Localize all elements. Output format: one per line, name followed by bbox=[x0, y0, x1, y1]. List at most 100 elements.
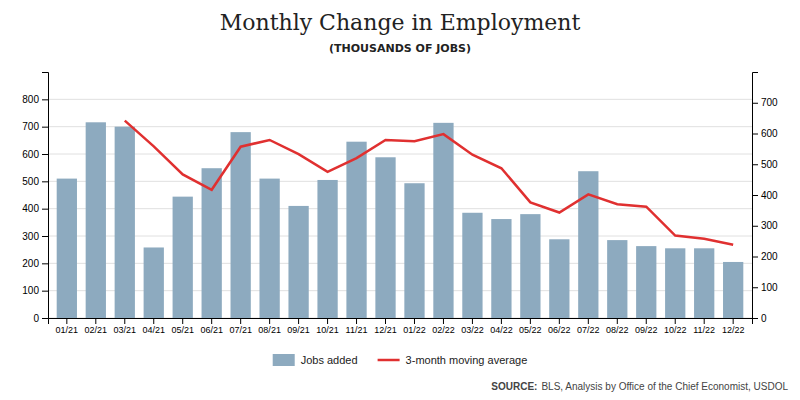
tick-label: 700 bbox=[22, 121, 39, 132]
legend-swatch bbox=[378, 359, 400, 362]
tick-mark bbox=[66, 318, 67, 324]
annotation: SOURCE: bbox=[491, 381, 537, 392]
bar bbox=[115, 127, 135, 318]
bar bbox=[520, 214, 540, 318]
tick: 200 bbox=[22, 258, 48, 269]
tick-mark bbox=[124, 318, 125, 324]
tick-mark bbox=[42, 127, 48, 128]
grid-line bbox=[48, 181, 752, 182]
source: SOURCE:BLS, Analysis by Office of the Ch… bbox=[491, 381, 788, 392]
tick-mark bbox=[752, 164, 758, 165]
tick-label: 01/22 bbox=[403, 325, 426, 335]
tick: 04/22 bbox=[490, 318, 513, 335]
tick-mark bbox=[153, 318, 154, 324]
tick: 08/21 bbox=[258, 318, 281, 335]
tick-label: 0 bbox=[761, 313, 767, 324]
bar bbox=[86, 122, 106, 318]
tick-label: 700 bbox=[761, 97, 778, 108]
tick: 700 bbox=[22, 121, 48, 132]
bar bbox=[694, 248, 714, 318]
tick-mark bbox=[42, 236, 48, 237]
tick: 12/21 bbox=[374, 318, 397, 335]
tick-label: 300 bbox=[22, 231, 39, 242]
tick-mark bbox=[559, 318, 560, 324]
grid-line bbox=[48, 154, 752, 155]
line bbox=[125, 121, 733, 245]
tick-label: 800 bbox=[22, 94, 39, 105]
tick: 300 bbox=[752, 220, 778, 231]
bar bbox=[549, 239, 569, 318]
tick-mark bbox=[472, 318, 473, 324]
tick-mark bbox=[752, 134, 758, 135]
tick-mark bbox=[240, 318, 241, 324]
y-axis: 0100200300400500600700800 bbox=[22, 73, 48, 324]
tick-mark bbox=[42, 99, 48, 100]
tick: 100 bbox=[22, 285, 48, 296]
bar bbox=[636, 246, 656, 318]
tick-label: 06/22 bbox=[548, 325, 571, 335]
bar bbox=[723, 262, 743, 318]
tick-mark bbox=[385, 318, 386, 324]
tick-mark bbox=[617, 318, 618, 324]
legend-swatch bbox=[273, 354, 295, 366]
tick: 03/22 bbox=[461, 318, 484, 335]
tick-label: 500 bbox=[761, 159, 778, 170]
tick-label: 11/22 bbox=[693, 325, 715, 335]
bar bbox=[317, 180, 337, 318]
tick-mark bbox=[752, 318, 758, 319]
tick-label: 04/22 bbox=[490, 325, 513, 335]
tick: 03/21 bbox=[114, 318, 137, 335]
bar bbox=[57, 179, 77, 318]
tick: 09/22 bbox=[635, 318, 658, 335]
tick-mark bbox=[752, 103, 758, 104]
grid bbox=[48, 99, 752, 318]
tick-label: 08/21 bbox=[258, 325, 281, 335]
bar bbox=[288, 206, 308, 318]
tick-label: 04/21 bbox=[142, 325, 165, 335]
tick-mark bbox=[588, 318, 589, 324]
tick-mark bbox=[269, 318, 270, 324]
tick-label: 10/22 bbox=[664, 325, 687, 335]
tick-mark bbox=[327, 318, 328, 324]
tick-label: 05/22 bbox=[519, 325, 542, 335]
bar bbox=[259, 179, 279, 318]
tick: 02/21 bbox=[85, 318, 108, 335]
tick: 0 bbox=[752, 313, 767, 324]
tick-label: 02/21 bbox=[85, 325, 108, 335]
tick: 11/22 bbox=[693, 318, 715, 335]
tick-mark bbox=[42, 181, 48, 182]
tick-mark bbox=[42, 318, 48, 319]
tick: 05/21 bbox=[171, 318, 194, 335]
tick-mark bbox=[646, 318, 647, 324]
grid-line bbox=[48, 99, 752, 100]
tick: 05/22 bbox=[519, 318, 542, 335]
legend: Jobs added3-month moving average bbox=[273, 354, 528, 366]
tick-label: 100 bbox=[22, 285, 39, 296]
tick-label: 05/21 bbox=[171, 325, 194, 335]
y2-axis: 0100200300400500600700 bbox=[752, 73, 778, 324]
tick: 07/22 bbox=[577, 318, 600, 335]
bar bbox=[462, 213, 482, 318]
tick-mark bbox=[211, 318, 212, 324]
legend-item: 3-month moving average bbox=[378, 354, 528, 366]
tick: 04/21 bbox=[142, 318, 165, 335]
tick-label: 03/21 bbox=[114, 325, 137, 335]
tick-mark bbox=[501, 318, 502, 324]
tick-label: 07/22 bbox=[577, 325, 600, 335]
tick-mark bbox=[752, 257, 758, 258]
tick-mark bbox=[675, 318, 676, 324]
axis-line bbox=[42, 73, 49, 319]
tick: 01/22 bbox=[403, 318, 426, 335]
tick-mark bbox=[704, 318, 705, 324]
tick: 500 bbox=[22, 176, 48, 187]
tick-label: 400 bbox=[22, 203, 39, 214]
bar bbox=[665, 248, 685, 318]
tick: 10/22 bbox=[664, 318, 687, 335]
tick-label: 11/21 bbox=[346, 325, 368, 335]
bar bbox=[491, 219, 511, 318]
tick-label: 03/22 bbox=[461, 325, 484, 335]
tick: 08/22 bbox=[606, 318, 629, 335]
axis-line bbox=[753, 73, 759, 319]
bar bbox=[346, 142, 366, 318]
tick: 400 bbox=[22, 203, 48, 214]
